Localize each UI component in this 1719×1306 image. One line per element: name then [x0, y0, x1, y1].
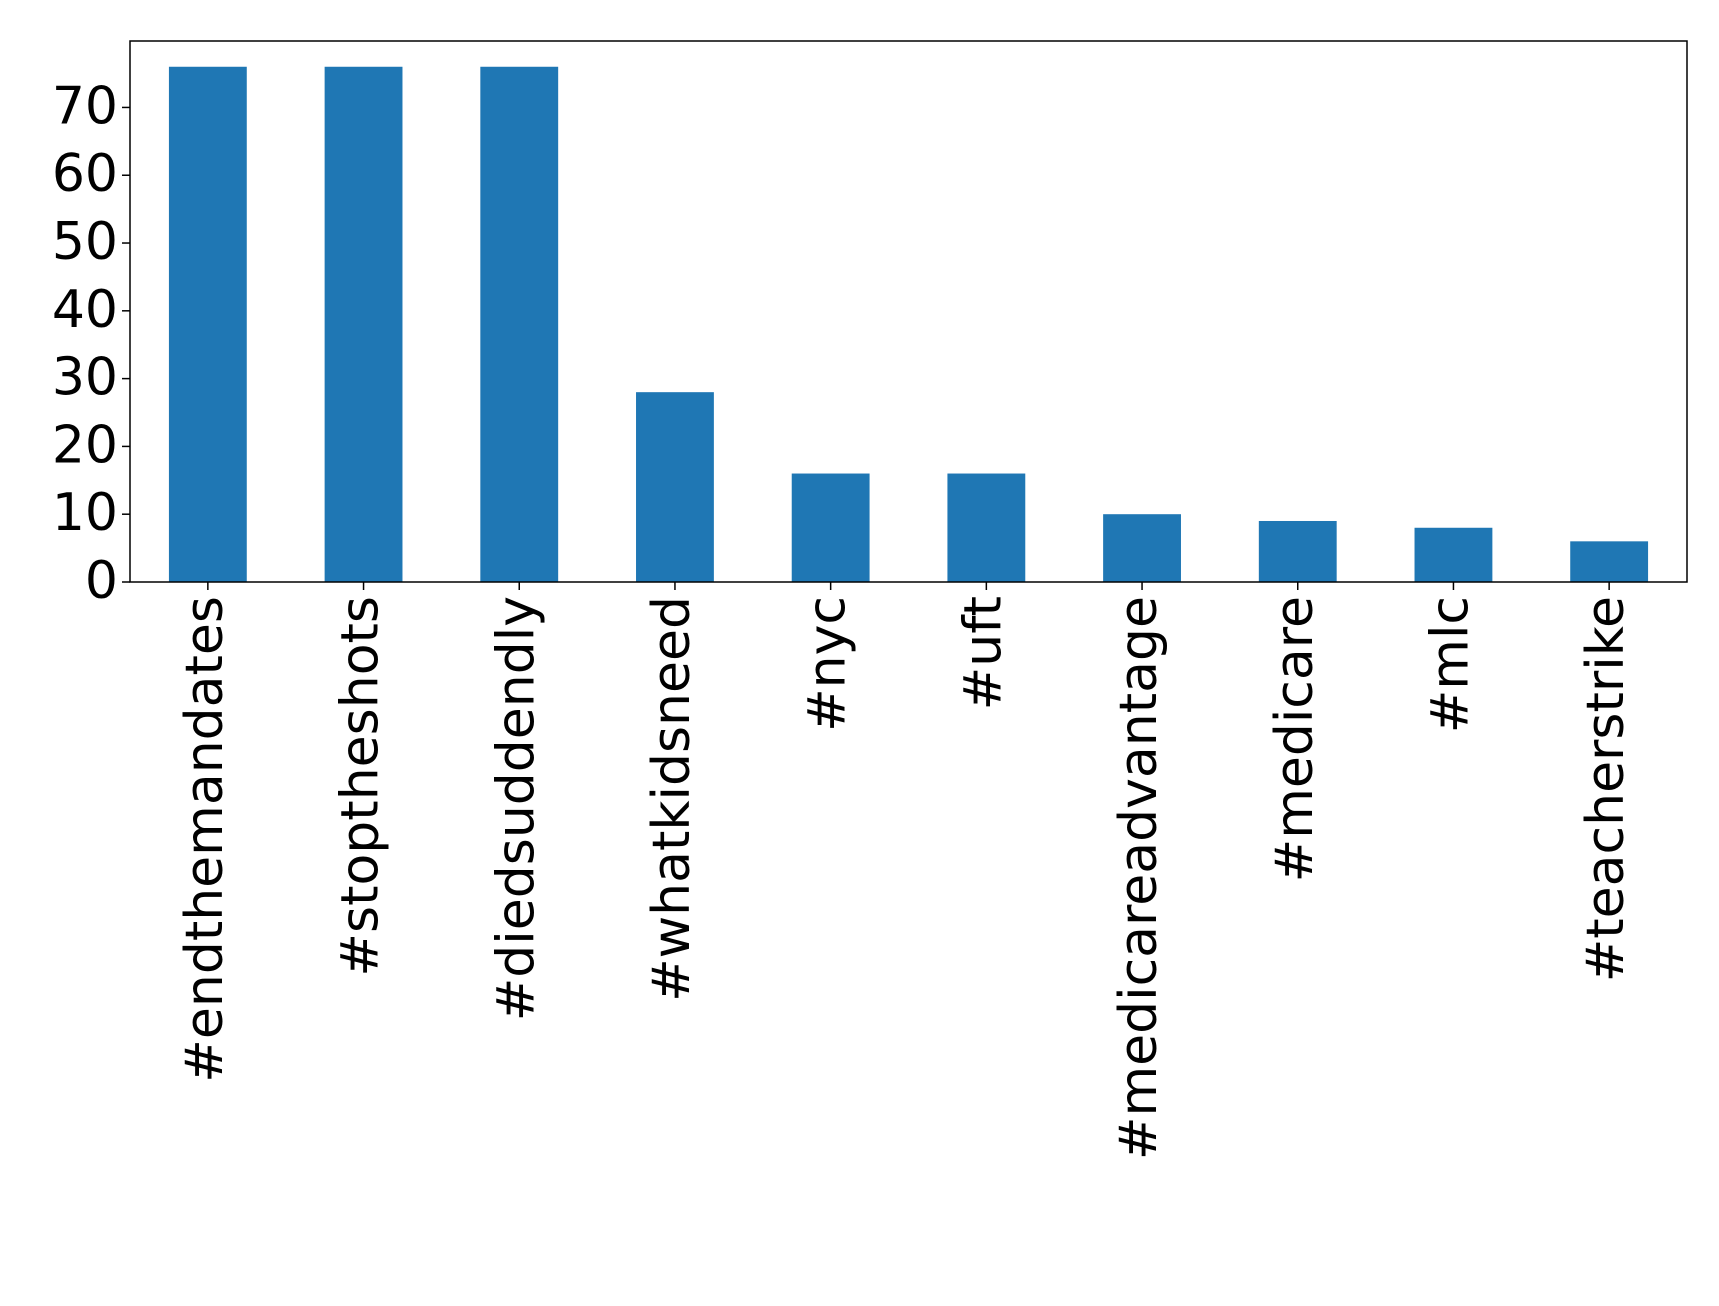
bar — [1570, 541, 1649, 582]
y-tick-label: 30 — [52, 348, 118, 408]
x-tick-label: #whatkidsneed — [642, 596, 702, 1002]
y-tick-label: 40 — [52, 280, 118, 340]
y-tick-label: 0 — [85, 551, 118, 611]
bar — [1258, 520, 1337, 582]
bar — [791, 473, 870, 582]
bar — [636, 392, 714, 582]
bar — [168, 66, 247, 582]
x-tick-label: #diedsuddendly — [486, 596, 546, 1021]
x-tick-label: #teacherstrike — [1576, 596, 1636, 982]
bar — [324, 66, 403, 582]
y-tick-label: 60 — [52, 144, 118, 204]
bar — [1414, 527, 1493, 582]
x-tick-label: #medicareadvantage — [1109, 596, 1169, 1160]
x-tick-label: #mlc — [1420, 596, 1480, 733]
x-tick-label: #nyc — [798, 596, 858, 732]
x-tick-label: #stoptheshots — [331, 596, 391, 977]
bar — [480, 66, 559, 582]
x-tick-label: #medicare — [1265, 596, 1325, 882]
x-tick-label: #endthemandates — [175, 596, 235, 1083]
y-tick-label: 50 — [52, 212, 118, 272]
bar — [1103, 514, 1181, 582]
bar — [947, 473, 1026, 582]
y-tick-label: 70 — [52, 76, 118, 136]
y-tick-label: 20 — [52, 415, 118, 475]
y-tick-label: 10 — [52, 483, 118, 543]
plot-frame — [129, 40, 1688, 583]
x-tick-label: #uft — [953, 596, 1013, 710]
